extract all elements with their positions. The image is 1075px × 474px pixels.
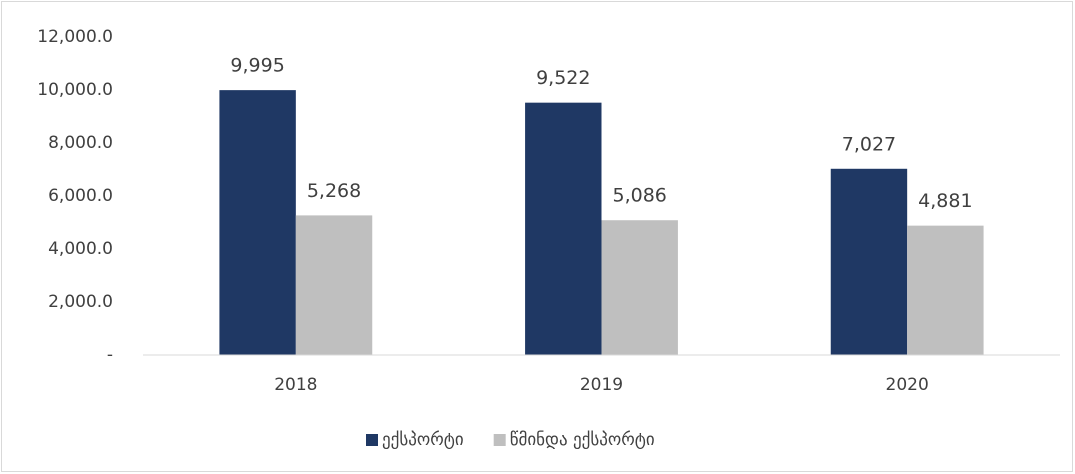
- bar: [830, 168, 908, 355]
- x-tick-label: 2019: [580, 375, 623, 395]
- y-tick-label: 8,000.0: [48, 133, 113, 153]
- y-tick-label: 4,000.0: [48, 239, 113, 259]
- y-tick-label: -: [107, 345, 113, 365]
- value-label: 5,086: [613, 185, 667, 207]
- bar: [295, 215, 373, 355]
- value-label: 4,881: [918, 190, 972, 212]
- value-label: 9,522: [536, 67, 590, 89]
- legend-swatch: [366, 434, 378, 446]
- y-tick-label: 10,000.0: [37, 80, 113, 100]
- legend-label: ექსპორტი: [382, 430, 464, 450]
- value-label: 9,995: [230, 55, 284, 77]
- bar: [601, 220, 678, 355]
- x-tick-label: 2020: [886, 375, 929, 395]
- legend-label: წმინდა ექსპორტი: [510, 430, 655, 450]
- y-tick-label: 6,000.0: [48, 186, 113, 206]
- y-tick-label: 2,000.0: [48, 292, 113, 312]
- legend-swatch: [493, 434, 506, 446]
- bar: [219, 90, 296, 355]
- y-tick-label: 12,000.0: [37, 27, 113, 47]
- value-label: 5,268: [307, 180, 361, 202]
- bar: [525, 102, 602, 356]
- bar: [907, 225, 984, 355]
- value-label: 7,027: [842, 133, 896, 155]
- x-tick-label: 2018: [274, 375, 317, 395]
